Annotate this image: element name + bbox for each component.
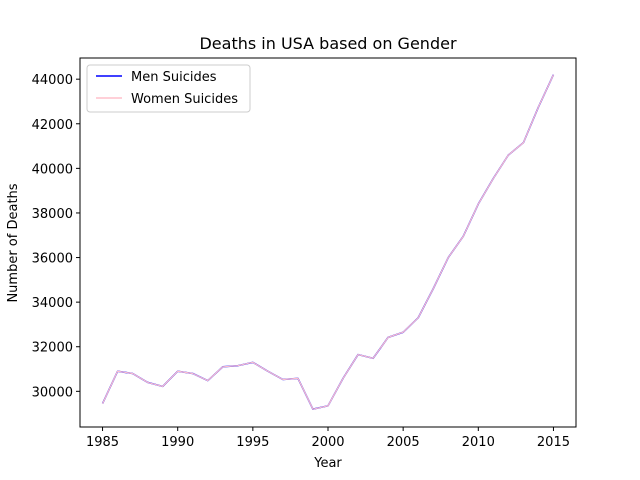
y-tick-label: 30000 [32,385,73,400]
legend-items: Men Suicides Women Suicides [96,70,238,107]
y-tick-label: 44000 [32,73,73,88]
y-tick-label: 36000 [32,252,73,267]
legend-box [86,64,251,113]
x-tick-label: 2015 [537,435,570,450]
x-tick-label: 2010 [462,435,495,450]
series-line-women-suicides [102,74,554,410]
x-tick-label: 2005 [387,435,420,450]
chart-title: Deaths in USA based on Gender [199,34,456,53]
y-tick-label: 34000 [32,296,73,311]
y-axis-label: Number of Deaths [6,183,21,302]
legend: Men Suicides Women Suicides [86,64,251,113]
y-tick-label: 42000 [32,118,73,133]
x-axis-label: Year [313,456,342,471]
x-axis-ticks: 1985 1990 1995 2000 2005 2010 2015 [86,427,570,450]
y-tick-label: 32000 [32,341,73,356]
y-tick-label: 38000 [32,207,73,222]
x-tick-label: 2000 [311,435,344,450]
legend-label: Men Suicides [131,70,217,85]
plot-lines [101,74,555,410]
y-tick-label: 40000 [32,162,73,177]
x-tick-label: 1995 [236,435,269,450]
x-tick-label: 1990 [161,435,194,450]
x-tick-label: 1985 [86,435,119,450]
legend-label: Women Suicides [131,92,238,107]
y-axis-ticks: 30000 32000 34000 36000 38000 40000 42000 44000 [32,73,80,400]
plot-frame [79,57,577,428]
